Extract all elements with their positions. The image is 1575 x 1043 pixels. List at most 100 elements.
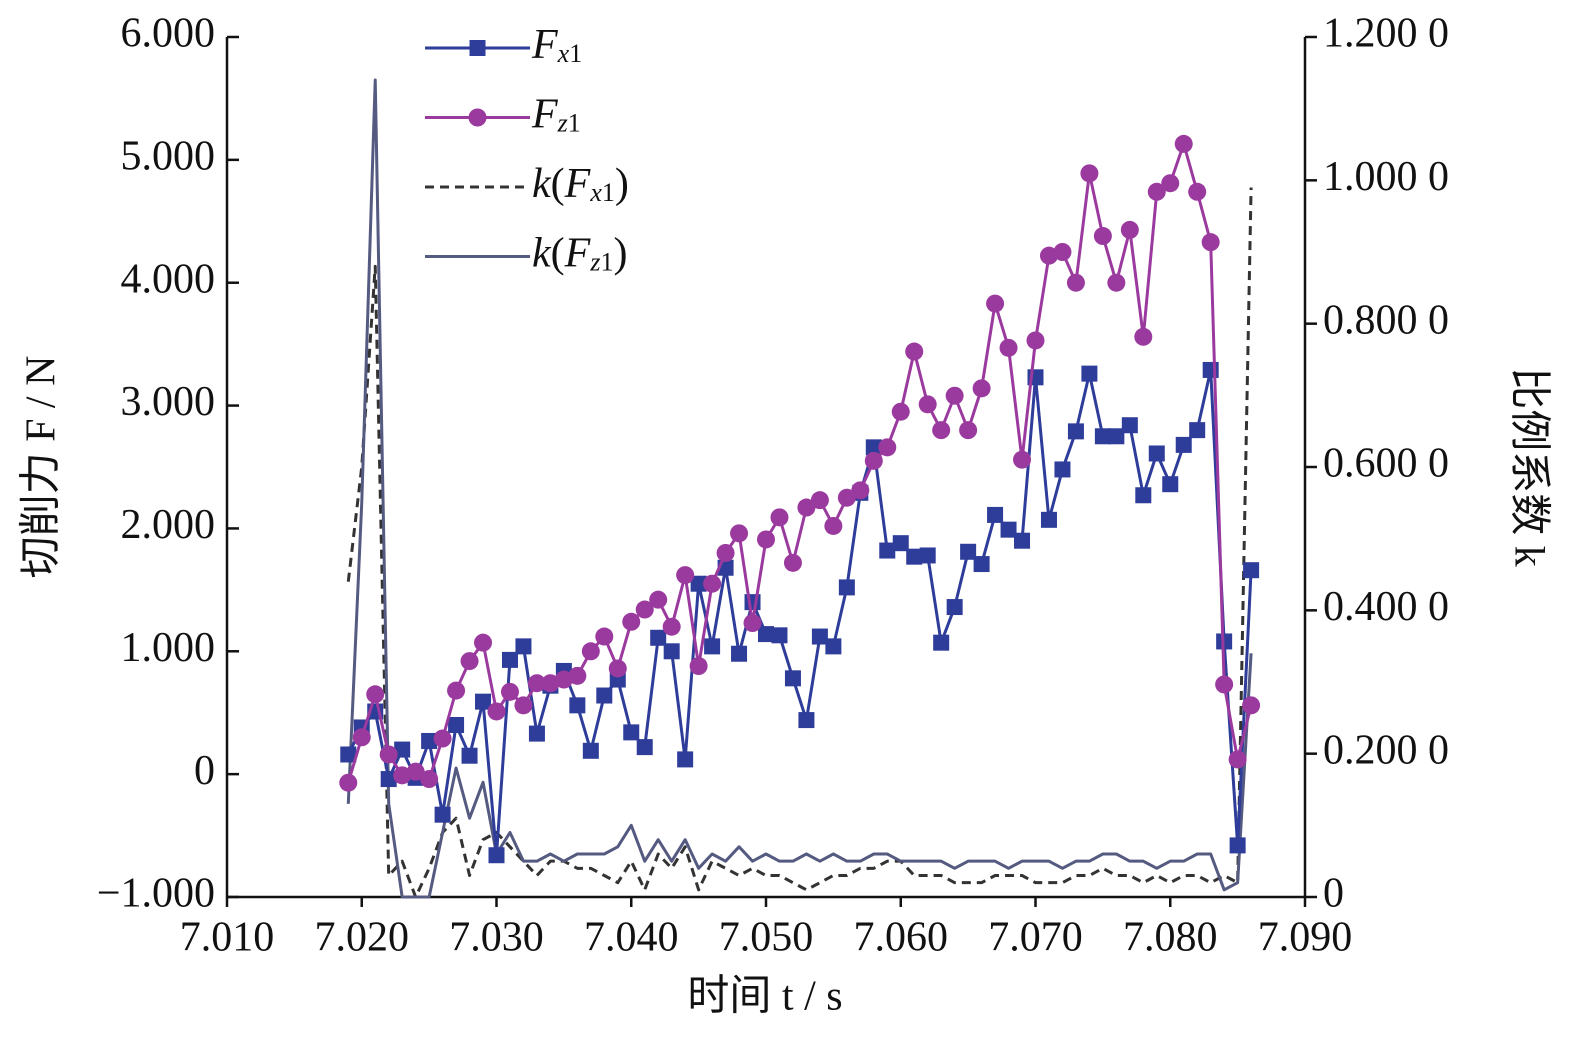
data-point: [824, 516, 843, 535]
x-tick-label: 7.030: [449, 915, 544, 961]
data-point: [1135, 487, 1152, 504]
data-point: [1094, 428, 1111, 445]
data-point: [501, 651, 518, 668]
data-point: [649, 590, 668, 609]
data-point: [474, 633, 493, 652]
data-point: [810, 491, 829, 510]
data-point: [1201, 233, 1220, 252]
y-tick-label: 0: [194, 748, 215, 794]
data-point: [1174, 134, 1193, 153]
data-point: [339, 773, 358, 792]
x-tick-label: 7.020: [315, 915, 410, 961]
y2-tick-label: 0.800 0: [1323, 297, 1449, 343]
series-line: [346, 368, 1253, 857]
data-point: [596, 687, 613, 704]
data-point: [1229, 837, 1246, 854]
data-point: [743, 614, 762, 633]
data-point: [946, 599, 963, 616]
data-point: [352, 728, 371, 747]
data-point: [528, 725, 545, 742]
data-point: [475, 693, 492, 710]
data-point: [690, 575, 707, 592]
x-tick-label: 7.090: [1258, 915, 1353, 961]
data-point: [1242, 696, 1261, 715]
legend-label: Fx1: [531, 22, 582, 68]
legend-label: k(Fx1): [532, 161, 629, 207]
y2-tick-label: 0.600 0: [1323, 441, 1449, 487]
data-point: [1243, 562, 1260, 579]
data-point: [1189, 422, 1206, 439]
y-tick-label: 4.000: [121, 256, 216, 302]
data-point: [1175, 436, 1192, 453]
y-tick-label: 6.000: [121, 11, 216, 57]
data-point: [892, 535, 909, 552]
legend-marker: [469, 40, 486, 56]
x-tick-label: 7.040: [584, 915, 679, 961]
data-point: [460, 652, 479, 671]
data-point: [716, 544, 735, 562]
data-point: [568, 666, 587, 685]
y-axis-label: 切削力 F / N: [19, 356, 65, 579]
data-point: [1120, 220, 1139, 239]
data-point: [340, 746, 357, 763]
data-point: [878, 438, 897, 457]
data-point: [1081, 365, 1098, 382]
data-point: [945, 386, 964, 405]
data-point: [581, 642, 600, 661]
data-point: [569, 697, 586, 714]
y-tick-label: 1.000: [121, 625, 216, 671]
data-point: [515, 638, 532, 655]
data-point: [541, 674, 560, 693]
data-point: [933, 634, 950, 651]
data-point: [986, 294, 1005, 313]
data-point: [851, 481, 870, 500]
data-point: [595, 627, 614, 646]
data-point: [1013, 450, 1032, 469]
data-point: [1108, 428, 1125, 445]
data-point: [434, 806, 451, 823]
data-point: [676, 566, 695, 585]
data-point: [379, 745, 398, 764]
x-tick-label: 7.060: [854, 915, 949, 961]
data-point: [461, 747, 478, 764]
data-point: [960, 543, 977, 560]
data-point: [448, 717, 465, 733]
data-point: [1053, 243, 1072, 261]
data-point: [1161, 174, 1180, 193]
data-point: [864, 451, 883, 470]
data-point: [879, 542, 896, 559]
data-point: [703, 574, 722, 593]
data-point: [500, 682, 519, 701]
data-point: [825, 638, 842, 655]
data-point: [663, 643, 680, 660]
series-line: [346, 78, 1253, 899]
data-point: [1215, 675, 1234, 694]
x-tick-label: 7.070: [988, 915, 1083, 961]
data-point: [797, 498, 816, 517]
data-point: [919, 547, 936, 564]
data-point: [837, 488, 856, 507]
legend-label: Fz1: [531, 91, 581, 137]
y-tick-label: 2.000: [121, 502, 216, 548]
data-point: [447, 681, 466, 700]
data-point: [1093, 227, 1112, 246]
y2-tick-label: 0: [1323, 871, 1344, 917]
data-point: [622, 612, 641, 631]
data-point: [433, 729, 452, 748]
data-point: [1066, 273, 1085, 292]
data-point: [906, 548, 923, 565]
data-point: [1228, 750, 1247, 769]
data-point: [865, 439, 882, 456]
data-point: [932, 421, 951, 440]
data-point: [554, 670, 573, 689]
y2-axis-label: 比例系数 k: [1505, 367, 1551, 567]
data-point: [891, 402, 910, 421]
y-tick-label: 5.000: [121, 133, 216, 179]
data-point: [1026, 331, 1045, 350]
data-point: [838, 579, 855, 596]
data-point: [1039, 246, 1058, 265]
data-point: [704, 638, 721, 655]
data-point: [811, 628, 828, 645]
data-point: [1162, 476, 1179, 493]
